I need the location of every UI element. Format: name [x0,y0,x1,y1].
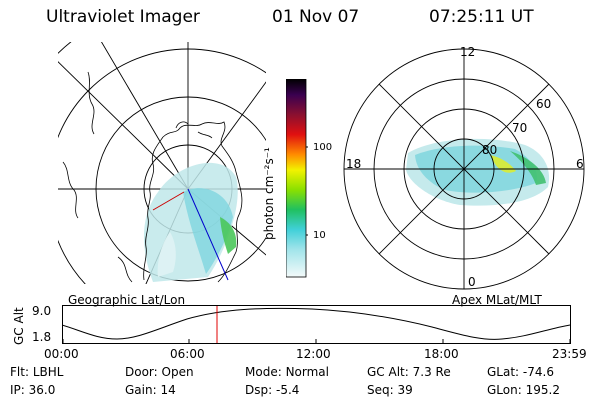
info-gc-alt: GC Alt: 7.3 Re [367,365,451,379]
lat-label-60: 60 [536,97,552,111]
apex-caption: Apex MLat/MLT [452,293,542,307]
info-gain: Gain: 14 [125,383,176,397]
info-mode: Mode: Normal [245,365,329,379]
geographic-map [58,42,266,284]
mlt-label-6: 6 [576,157,584,171]
info-seq: Seq: 39 [367,383,413,397]
timeline-ylabel: GC Alt [12,307,26,345]
geographic-caption: Geographic Lat/Lon [68,293,186,307]
info-flt: Flt: LBHL [10,365,64,379]
timeline-ytick: 9.0 [32,304,52,318]
info-glon: GLon: 195.2 [487,383,560,397]
mlt-label-18: 18 [346,157,362,171]
altitude-timeline [62,305,571,344]
altitude-curve [62,307,571,340]
mlt-label-0: 0 [468,275,476,289]
colorbar-unit-label: photon cm⁻²s⁻¹ [262,147,276,240]
timeline-ytick: 1.8 [32,330,52,344]
time-label: 07:25:11 UT [429,7,534,27]
mlt-label-12: 12 [460,45,476,59]
timeline-xtick: 00:00 [44,347,79,361]
instrument-title: Ultraviolet Imager [46,7,200,27]
coastline [62,71,243,283]
info-door: Door: Open [125,365,194,379]
info-ip: IP: 36.0 [10,383,56,397]
timeline-xtick: 23:59 [552,347,587,361]
aurora-emission [143,162,238,282]
timeline-xtick: 18:00 [424,347,459,361]
info-dsp: Dsp: -5.4 [245,383,300,397]
lat-label-80: 80 [482,143,498,157]
colorbar-tick: 100 [313,142,333,153]
colorbar [286,79,308,278]
timeline-xtick: 06:00 [170,347,205,361]
colorbar-tick: 10 [313,230,326,241]
sun-direction [152,191,185,211]
orbit-track [187,188,229,281]
lat-label-70: 70 [512,121,528,135]
timeline-xtick: 12:00 [296,347,331,361]
info-glat: GLat: -74.6 [487,365,554,379]
polar-plot [343,48,585,290]
date-label: 01 Nov 07 [272,7,360,27]
